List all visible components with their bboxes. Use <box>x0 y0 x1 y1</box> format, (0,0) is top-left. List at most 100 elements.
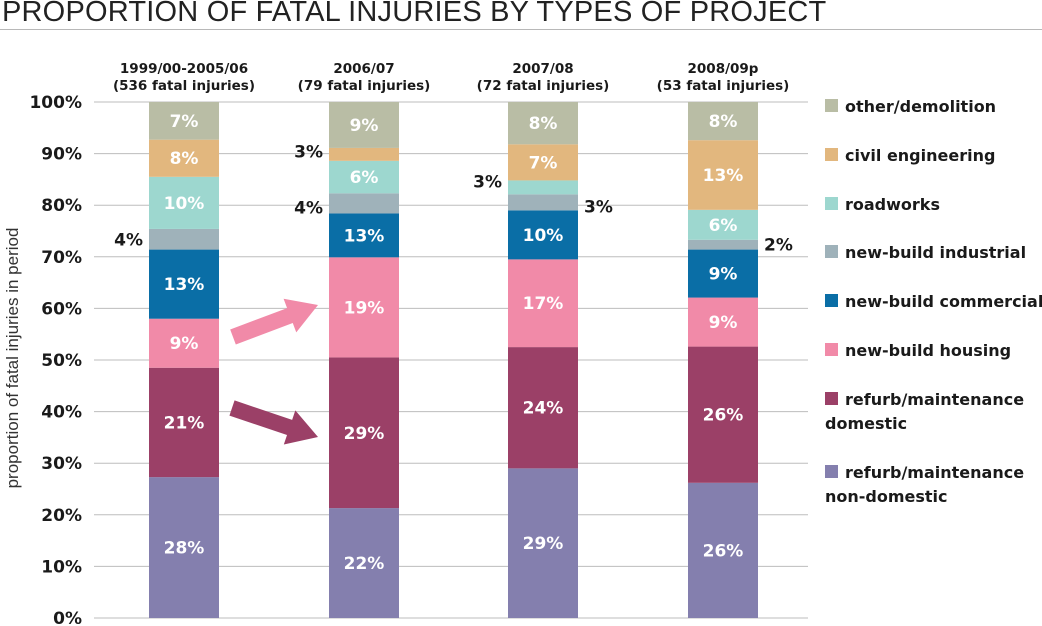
legend-swatch <box>825 197 838 210</box>
legend-label: new-build commercial <box>845 292 1042 311</box>
legend-label: other/demolition <box>845 97 996 116</box>
segment-value-label: 13% <box>703 166 744 186</box>
segment-value-label: 8% <box>709 112 738 132</box>
bar-segment <box>149 228 219 250</box>
bar-stack: 26% 26% 9% 9% 6% 13% 8% <box>688 102 758 618</box>
legend-item: new-build industrial <box>825 243 1026 262</box>
segment-value-label: 13% <box>344 226 385 246</box>
y-tick-label: 40% <box>41 403 82 423</box>
segment-value-label: 28% <box>164 539 205 559</box>
segment-value-label: 17% <box>523 294 564 314</box>
bar-segment <box>149 176 219 229</box>
legend-item: new-build commercial <box>825 292 1042 311</box>
outside-value-label: 3% <box>473 172 502 192</box>
segment-value-label: 22% <box>344 554 385 574</box>
bar-segment <box>329 357 399 509</box>
bars: 28% 21% 9% 13% 10% 8% 7% 22% 29% 19% 13% 6% 9% 29% 24%… <box>149 102 758 618</box>
bar-segment <box>508 144 578 181</box>
segment-value-label: 10% <box>523 226 564 246</box>
bar-segment <box>508 468 578 618</box>
segment-value-label: 8% <box>529 114 558 134</box>
bar-segment <box>149 249 219 319</box>
category-label-count: (79 fatal injuries) <box>298 78 431 94</box>
bar-segment <box>688 209 758 240</box>
annotation-arrows <box>229 298 318 445</box>
bar-segment <box>688 140 758 210</box>
bar-segment <box>149 367 219 478</box>
y-tick-label: 70% <box>41 248 82 268</box>
segment-value-label: 26% <box>703 406 744 426</box>
segment-value-label: 7% <box>529 153 558 173</box>
y-tick-label: 60% <box>41 299 82 319</box>
category-label-count: (536 fatal injuries) <box>113 78 255 94</box>
category-labels: 1999/00-2005/06(536 fatal injuries) 2006/… <box>113 61 789 94</box>
bar-segment <box>329 213 399 258</box>
legend-swatch <box>825 245 838 258</box>
segment-value-label: 6% <box>350 168 379 188</box>
legend: other/demolition civil engineering roadwor… <box>825 97 1042 506</box>
bar-segment <box>149 318 219 368</box>
bar-segment <box>508 210 578 260</box>
bar-segment <box>329 160 399 194</box>
y-tick-label: 0% <box>53 609 82 626</box>
legend-item: new-build housing <box>825 341 1011 360</box>
segment-value-label: 26% <box>703 541 744 561</box>
bar-segment <box>329 193 399 214</box>
segment-value-label: 9% <box>350 116 379 136</box>
legend-label: new-build housing <box>845 341 1011 360</box>
legend-label: roadworks <box>845 195 940 214</box>
legend-label: civil engineering <box>845 146 995 165</box>
chart-title: PROPORTION OF FATAL INJURIES BY TYPES OF… <box>2 0 827 28</box>
bar-segment <box>149 139 219 177</box>
legend-label: non-domestic <box>825 487 948 506</box>
bar-segment <box>688 297 758 347</box>
segment-value-label: 6% <box>709 216 738 236</box>
outside-value-label: 4% <box>294 198 323 218</box>
legend-swatch <box>825 343 838 356</box>
legend-item: refurb/maintenance domestic <box>825 390 1024 433</box>
segment-value-label: 7% <box>170 112 199 132</box>
legend-item: other/demolition <box>825 97 996 116</box>
y-tick-label: 100% <box>29 93 82 113</box>
y-tick-label: 20% <box>41 506 82 526</box>
title-divider <box>0 29 1042 30</box>
legend-swatch <box>825 99 838 112</box>
y-tick-label: 90% <box>41 145 82 165</box>
category-label-period: 2007/08 <box>512 61 573 77</box>
bar-segment <box>508 102 578 145</box>
bar-segment <box>688 102 758 141</box>
y-tick-label: 50% <box>41 351 82 371</box>
bar-segment <box>329 102 399 148</box>
y-tick-label: 80% <box>41 196 82 216</box>
legend-label: domestic <box>825 414 907 433</box>
category-label-period: 1999/00-2005/06 <box>120 61 248 77</box>
y-tick-label: 10% <box>41 557 82 577</box>
bar-segment <box>149 477 219 618</box>
segment-value-label: 19% <box>344 298 385 318</box>
segment-value-label: 13% <box>164 275 205 295</box>
y-axis-ticks: 0% 10% 20% 30% 40% 50% 60% 70% 80% 90% 100% <box>29 93 82 626</box>
bar-segment <box>508 347 578 469</box>
bar-segment <box>508 194 578 211</box>
segment-value-label: 29% <box>523 534 564 554</box>
legend-label: refurb/maintenance <box>845 390 1024 409</box>
category-label-count: (53 fatal injuries) <box>657 78 790 94</box>
legend-item: roadworks <box>825 195 940 214</box>
category-label-period: 2006/07 <box>333 61 394 77</box>
bar-stack: 28% 21% 9% 13% 10% 8% 7% <box>149 102 219 618</box>
bar-segment <box>508 180 578 195</box>
outside-value-label: 4% <box>114 230 143 250</box>
segment-value-label: 8% <box>170 149 199 169</box>
segment-value-label: 9% <box>709 265 738 285</box>
outside-labels: 4% 3% 4% 3% 3% 2% <box>114 142 793 255</box>
segment-value-label: 9% <box>170 334 199 354</box>
outside-value-label: 3% <box>294 142 323 162</box>
bar-segment <box>329 257 399 358</box>
legend-swatch <box>825 465 838 478</box>
bar-segment <box>688 239 758 250</box>
legend-item: refurb/maintenance non-domestic <box>825 463 1024 506</box>
bar-segment <box>688 346 758 483</box>
bar-segment <box>688 482 758 618</box>
bar-segment <box>508 259 578 348</box>
